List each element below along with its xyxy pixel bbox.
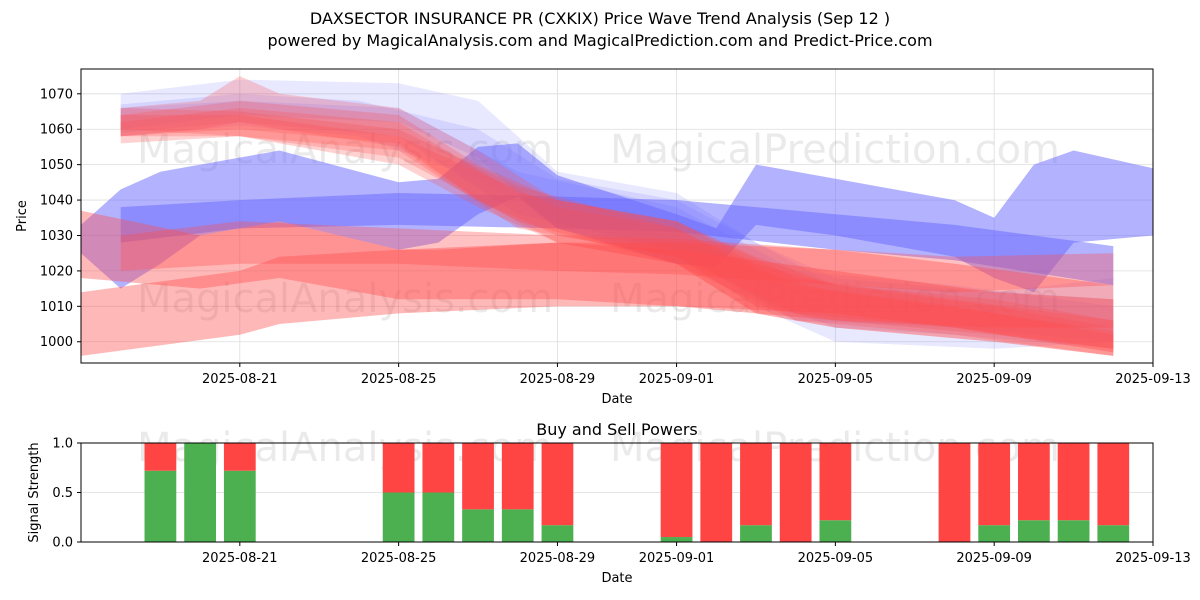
sell-bar bbox=[1097, 443, 1130, 526]
signal-axes: 2025-08-21 2025-08-25 2025-08-29 2025-09-01… bbox=[27, 437, 1191, 587]
sell-bar bbox=[1057, 443, 1090, 521]
red-wave-band-8 bbox=[120, 76, 1114, 356]
price-x-tick-label: 2025-08-29 bbox=[520, 372, 596, 387]
price-axes: 2025-08-21 2025-08-25 2025-08-29 2025-09-01… bbox=[15, 87, 1191, 407]
price-x-tick-label: 2025-09-05 bbox=[798, 372, 874, 387]
watermark-text: MagicalPrediction.com bbox=[610, 276, 1060, 322]
price-y-tick-label: 1030 bbox=[40, 229, 73, 244]
sell-bar bbox=[938, 443, 971, 542]
buy-bar bbox=[740, 525, 772, 542]
sell-bar bbox=[422, 443, 455, 493]
blue-wave-band-1 bbox=[120, 193, 1114, 286]
signal-y-tick-label: 1.0 bbox=[52, 437, 73, 452]
signal-x-tick-label: 2025-09-13 bbox=[1115, 551, 1191, 566]
buy-bar bbox=[978, 525, 1011, 542]
price-y-axis-label: Price bbox=[15, 200, 30, 232]
blue-wave-band-3 bbox=[120, 93, 1114, 349]
price-y-tick-label: 1060 bbox=[40, 123, 73, 138]
sell-bar bbox=[501, 443, 534, 510]
signal-x-tick-label: 2025-08-29 bbox=[520, 551, 596, 566]
signal-y-tick-label: 0.5 bbox=[52, 486, 73, 501]
price-x-axis-label: Date bbox=[601, 392, 632, 407]
price-x-tick-label: 2025-08-25 bbox=[361, 372, 437, 387]
sell-bar bbox=[223, 443, 256, 471]
red-wave-band-11 bbox=[120, 108, 1114, 356]
sell-bar bbox=[700, 443, 733, 542]
signal-y-tick-label: 0.0 bbox=[52, 536, 73, 551]
signal-x-tick-label: 2025-09-05 bbox=[798, 551, 874, 566]
red-wave-band-10 bbox=[120, 108, 1114, 349]
buy-bar bbox=[541, 525, 574, 542]
buy-bar bbox=[223, 470, 256, 542]
red-wave-band-12 bbox=[120, 115, 1114, 356]
price-y-tick-label: 1070 bbox=[40, 87, 73, 102]
sell-bar bbox=[740, 443, 772, 526]
price-x-tick-label: 2025-08-21 bbox=[202, 372, 278, 387]
price-plot-frame bbox=[80, 68, 1154, 364]
signal-y-axis-label: Signal Strength bbox=[27, 442, 42, 542]
signal-x-tick-label: 2025-08-25 bbox=[361, 551, 437, 566]
blue-wave-band-2 bbox=[120, 79, 1114, 349]
sell-bar bbox=[541, 443, 574, 526]
sell-bar bbox=[819, 443, 852, 521]
watermark-text: MagicalAnalysis.com bbox=[137, 276, 553, 322]
buy-bar bbox=[382, 492, 415, 542]
buy-bar bbox=[660, 537, 693, 542]
sell-bar bbox=[1018, 443, 1050, 521]
price-x-tick-label: 2025-09-13 bbox=[1115, 372, 1191, 387]
price-y-tick-label: 1010 bbox=[40, 300, 73, 315]
sell-bar bbox=[978, 443, 1011, 526]
chart-subtitle: powered by MagicalAnalysis.com and Magic… bbox=[267, 31, 933, 50]
buy-bar bbox=[1057, 520, 1090, 542]
buy-bar bbox=[144, 470, 177, 542]
signal-x-tick-label: 2025-09-01 bbox=[639, 551, 715, 566]
watermark-text: MagicalPrediction.com bbox=[610, 127, 1060, 173]
signal-x-tick-label: 2025-08-21 bbox=[202, 551, 278, 566]
buy-bar bbox=[462, 509, 494, 542]
price-x-tick-label: 2025-09-01 bbox=[639, 372, 715, 387]
price-y-tick-label: 1050 bbox=[40, 158, 73, 173]
signal-bars bbox=[144, 443, 1130, 542]
sell-bar bbox=[462, 443, 494, 510]
red-wave-band-9 bbox=[120, 100, 1114, 349]
red-wave-band-5 bbox=[81, 242, 1114, 356]
price-y-tick-label: 1040 bbox=[40, 194, 73, 209]
sell-bar bbox=[382, 443, 415, 493]
red-wave-band-6 bbox=[81, 210, 1114, 328]
buy-bar bbox=[184, 443, 216, 542]
price-y-tick-label: 1020 bbox=[40, 264, 73, 279]
price-x-tick-label: 2025-09-09 bbox=[956, 372, 1032, 387]
price-bands bbox=[81, 76, 1153, 356]
red-wave-band-7 bbox=[120, 221, 1114, 293]
buy-bar bbox=[1097, 525, 1130, 542]
sell-bar bbox=[660, 443, 693, 538]
signal-x-tick-label: 2025-09-09 bbox=[956, 551, 1032, 566]
sell-bar bbox=[144, 443, 177, 471]
signal-x-axis-label: Date bbox=[601, 571, 632, 586]
blue-wave-band-4 bbox=[120, 100, 1114, 342]
signal-chart-title: Buy and Sell Powers bbox=[536, 420, 698, 439]
buy-bar bbox=[501, 509, 534, 542]
buy-bar bbox=[819, 520, 852, 542]
buy-bar bbox=[422, 492, 455, 542]
chart-title: DAXSECTOR INSURANCE PR (CXKIX) Price Wav… bbox=[309, 9, 891, 28]
buy-bar bbox=[1018, 520, 1050, 542]
sell-bar bbox=[779, 443, 812, 542]
price-y-tick-label: 1000 bbox=[40, 335, 73, 350]
